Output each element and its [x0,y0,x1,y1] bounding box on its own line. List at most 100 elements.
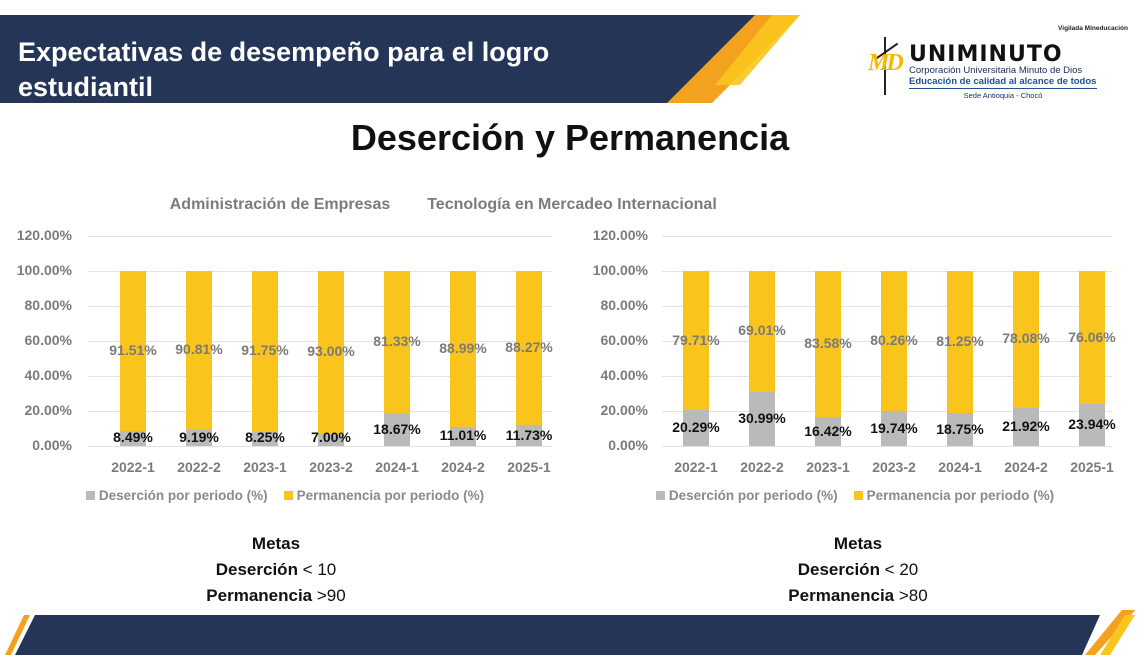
bar-stack[interactable] [683,271,709,446]
label-permanencia: 83.58% [804,335,852,352]
logo-initials: MD [868,50,904,76]
bar-desercion[interactable] [516,425,542,446]
label-permanencia: 91.51% [109,342,157,359]
goal-permanencia: Permanencia >80 [788,586,928,605]
bar-desercion[interactable] [815,417,841,446]
label-desercion: 9.19% [179,428,219,445]
label-permanencia: 79.71% [672,331,720,348]
bar-permanencia[interactable] [516,271,542,426]
label-desercion: 18.75% [936,420,984,437]
label-permanencia: 88.99% [439,339,487,356]
legend-item-desercion[interactable]: Deserción por periodo (%) [655,488,838,503]
bar-permanencia[interactable] [450,271,476,427]
legend-label: Permanencia por periodo (%) [296,488,485,503]
bar-desercion[interactable] [683,410,709,446]
bar-desercion[interactable] [186,429,212,446]
label-permanencia: 69.01% [738,322,786,339]
bar-desercion[interactable] [1079,404,1105,446]
page-title: Deserción y Permanencia [350,117,790,158]
bar-desercion[interactable] [252,431,278,446]
bar-permanencia[interactable] [252,271,278,432]
logo-tagline: Educación de calidad al alcance de todos [909,76,1097,87]
legend-swatch-icon [283,491,293,500]
bar-stack[interactable] [516,271,542,446]
bar-stack[interactable] [384,271,410,446]
goals-administracion: Metas Deserción < 10 Permanencia >90 [126,531,426,609]
legend-swatch-icon [853,491,863,500]
chart-title: Tecnología en Mercadeo Internacional [427,196,717,213]
y-axis-tick: 60.00% [600,332,648,348]
y-axis-tick: 120.00% [16,227,72,243]
label-permanencia: 81.33% [373,333,421,350]
label-permanencia: 78.08% [1002,330,1050,347]
label-permanencia: 93.00% [307,343,355,360]
label-desercion: 11.01% [439,427,487,444]
y-axis-tick: 20.00% [24,402,72,418]
x-axis-tick: 2023-1 [243,459,287,475]
logo-sede: Sede Antioquia - Chocó [963,91,1043,100]
bar-stack[interactable] [947,271,973,446]
bar-stack[interactable] [318,271,344,446]
chart-legend: Deserción por periodo (%) Permanencia por… [570,488,1140,503]
bar-permanencia[interactable] [683,271,709,411]
logo-name: UNIMINUTO [909,42,1063,67]
chart-tecnologia-mercadeo: Tecnología en Mercadeo Internacional 120… [0,190,1140,520]
x-axis-tick: 2023-2 [872,459,916,475]
bar-permanencia[interactable] [815,271,841,418]
bar-permanencia[interactable] [120,271,146,432]
bar-permanencia[interactable] [749,271,775,392]
gridline [662,446,1112,447]
bar-permanencia[interactable] [947,271,973,414]
label-desercion: 20.29% [672,419,720,436]
bar-desercion[interactable] [450,426,476,446]
label-desercion: 7.00% [311,429,351,446]
bar-stack[interactable] [815,271,841,446]
bar-stack[interactable] [252,271,278,446]
bar-permanencia[interactable] [881,271,907,412]
x-axis-tick: 2023-1 [806,459,850,475]
bar-desercion[interactable] [384,413,410,446]
bar-desercion[interactable] [1013,407,1039,446]
bar-stack[interactable] [450,271,476,446]
y-axis-tick: 20.00% [600,402,648,418]
bar-desercion[interactable] [120,431,146,446]
y-axis-tick: 80.00% [24,297,72,313]
y-axis-tick: 100.00% [592,262,648,278]
label-desercion: 19.74% [870,419,918,436]
bar-desercion[interactable] [947,413,973,446]
label-desercion: 11.73% [505,426,553,443]
bar-desercion[interactable] [749,391,775,446]
bar-desercion[interactable] [881,411,907,446]
legend-label: Permanencia por periodo (%) [866,488,1055,503]
legend-item-permanencia[interactable]: Permanencia por periodo (%) [283,488,485,503]
bar-permanencia[interactable] [1079,271,1105,405]
bar-stack[interactable] [1079,271,1105,446]
footer-banner [0,590,1140,670]
bar-permanencia[interactable] [186,271,212,430]
bar-stack[interactable] [120,271,146,446]
y-axis-tick: 0.00% [608,437,648,453]
chart-administracion-empresas: Administración de Empresas 120.00% 100.00… [0,190,570,520]
bar-stack[interactable] [186,271,212,446]
x-axis-tick: 2024-2 [441,459,485,475]
y-axis-tick: 80.00% [600,297,648,313]
legend-item-permanencia[interactable]: Permanencia por periodo (%) [853,488,1055,503]
label-desercion: 18.67% [373,420,421,437]
bar-permanencia[interactable] [384,271,410,414]
legend-item-desercion[interactable]: Deserción por periodo (%) [85,488,268,503]
bar-permanencia[interactable] [318,271,344,434]
cross-icon [884,37,886,95]
goal-permanencia: Permanencia >90 [206,586,346,605]
x-axis-tick: 2022-2 [740,459,784,475]
label-desercion: 8.49% [113,429,153,446]
bar-stack[interactable] [881,271,907,446]
y-axis-tick: 100.00% [16,262,72,278]
bar-stack[interactable] [749,271,775,446]
bar-stack[interactable] [1013,271,1039,446]
gridline [88,446,552,447]
x-axis-tick: 2025-1 [507,459,551,475]
legend-swatch-icon [85,491,95,500]
bar-permanencia[interactable] [1013,271,1039,408]
bar-desercion[interactable] [318,433,344,446]
chart-title: Administración de Empresas [169,196,391,213]
